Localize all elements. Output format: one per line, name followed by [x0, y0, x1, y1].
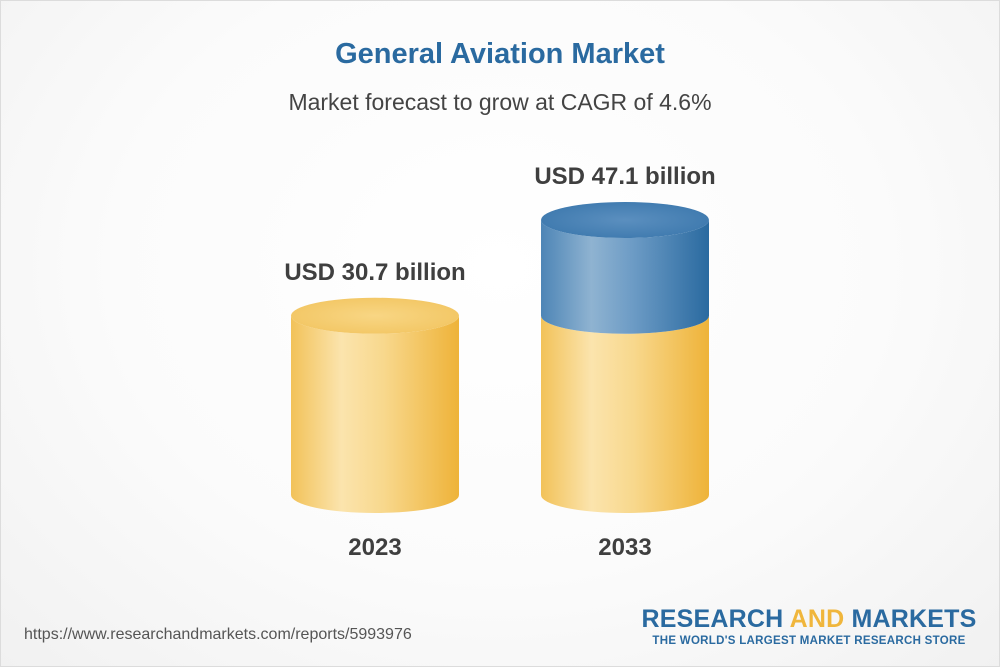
bar-top-2033 [541, 202, 709, 238]
bar-body-2023 [291, 315, 459, 513]
chart-subtitle: Market forecast to grow at CAGR of 4.6% [288, 89, 712, 115]
bar-growth-segment-2033 [541, 220, 709, 334]
brand-name: RESEARCH AND MARKETS [640, 605, 978, 633]
category-label-2033: 2033 [598, 534, 651, 561]
brand-name-part3: MARKETS [851, 605, 977, 633]
bar-2033 [541, 202, 709, 513]
bar-2023 [291, 297, 459, 513]
bar-base-segment-2033 [541, 315, 709, 513]
chart-title: General Aviation Market [335, 38, 665, 70]
brand-name-part2: AND [789, 605, 845, 633]
bar-top-2023 [291, 297, 459, 334]
brand-tagline: THE WORLD'S LARGEST MARKET RESEARCH STOR… [652, 635, 966, 647]
value-label-2023: USD 30.7 billion [284, 259, 465, 286]
category-label-2023: 2023 [348, 534, 401, 561]
brand-name-part1: RESEARCH [641, 605, 784, 633]
source-url: https://www.researchandmarkets.com/repor… [24, 626, 412, 643]
value-label-2033: USD 47.1 billion [534, 163, 715, 190]
brand-logo: RESEARCH AND MARKETS THE WORLD'S LARGEST… [640, 605, 978, 647]
